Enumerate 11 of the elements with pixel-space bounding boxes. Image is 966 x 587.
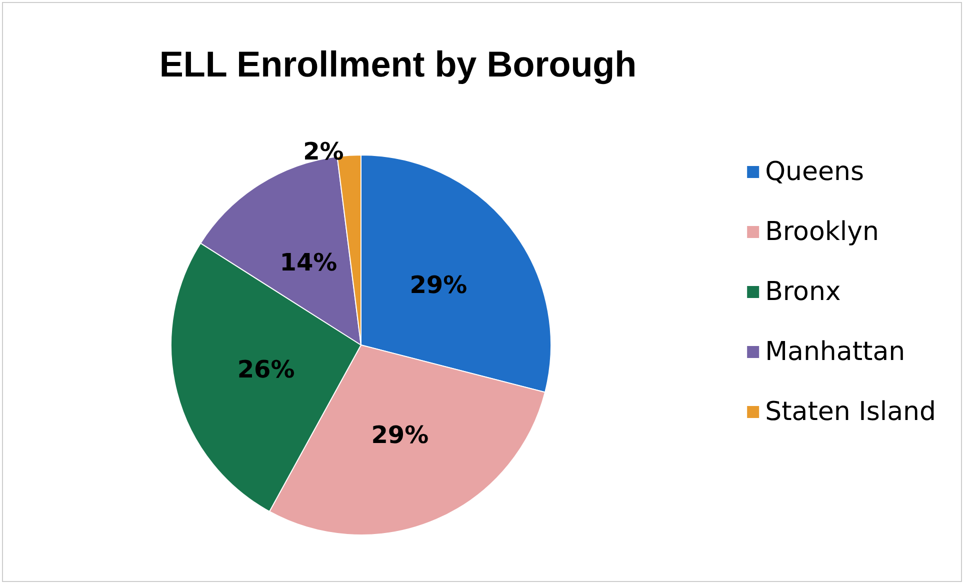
legend-label: Brooklyn: [765, 217, 880, 247]
data-label: 29%: [371, 420, 429, 449]
data-label: 2%: [303, 137, 344, 166]
chart-title: ELL Enrollment by Borough: [159, 44, 637, 84]
legend-label: Staten Island: [765, 397, 936, 427]
legend-label: Manhattan: [765, 337, 906, 367]
legend-label: Queens: [765, 157, 864, 187]
data-label: 26%: [237, 355, 295, 384]
data-label: 29%: [410, 270, 468, 299]
legend-label: Bronx: [765, 277, 841, 307]
data-label: 14%: [280, 248, 338, 276]
